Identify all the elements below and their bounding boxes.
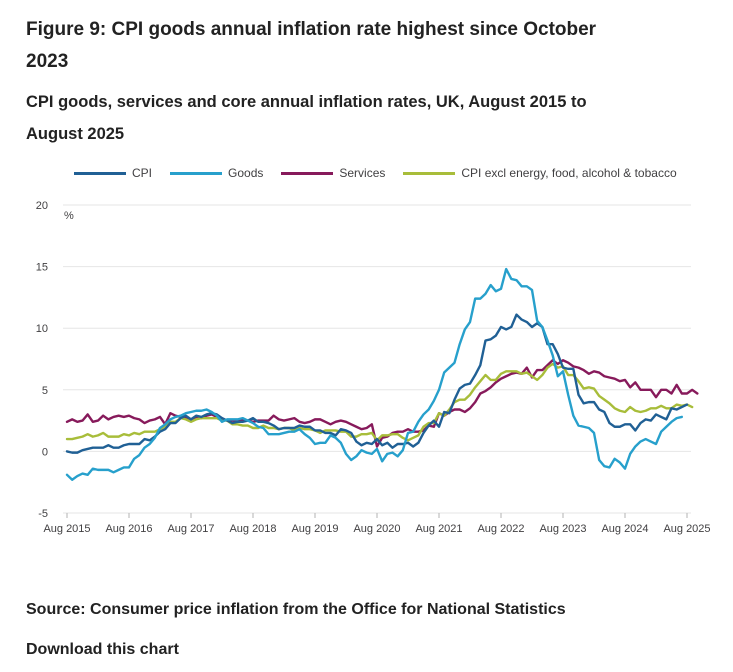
y-axis: -5 0 5 10 15 20% <box>36 200 74 520</box>
chart-legend: CPI Goods Services CPI excl energy, food, a… <box>74 164 695 182</box>
legend-label: CPI excl energy, food, alcohol & tobacco <box>461 166 677 180</box>
y-tick-label: 15 <box>36 262 48 274</box>
series-line-cpi <box>65 313 689 454</box>
series-line-services <box>65 359 699 448</box>
download-chart-link[interactable]: Download this chart <box>26 641 179 658</box>
x-tick-label: Aug 2016 <box>105 523 152 535</box>
y-axis-unit-label: % <box>64 210 74 222</box>
legend-item: CPI excl energy, food, alcohol & tobacco <box>403 166 677 180</box>
legend-item: Goods <box>170 166 263 180</box>
legend-label: Services <box>339 166 386 180</box>
x-tick-label: Aug 2025 <box>663 523 710 535</box>
legend-swatch <box>403 171 456 175</box>
legend-label: CPI <box>132 166 153 180</box>
legend-item: Services <box>281 166 385 180</box>
chart-subtitle: CPI goods, services and core annual infl… <box>26 93 587 143</box>
y-tick-label: 20 <box>36 200 48 212</box>
legend-swatch <box>170 171 223 175</box>
x-tick-label: Aug 2022 <box>477 523 524 535</box>
x-tick-label: Aug 2018 <box>229 523 276 535</box>
legend-swatch <box>74 171 126 175</box>
chart-series <box>65 267 699 481</box>
x-tick-label: Aug 2019 <box>291 523 338 535</box>
page-title: Figure 9: CPI goods annual inflation rat… <box>26 19 597 72</box>
x-axis: Aug 2015 Aug 2016 Aug 2017 Aug 2018 Aug 2019… <box>43 513 711 535</box>
y-tick-label: -5 <box>38 508 48 520</box>
legend-item: CPI <box>74 166 152 180</box>
x-tick-label: Aug 2017 <box>167 523 214 535</box>
series-line-cpi-excl-energy-food-alcohol-tobacco <box>65 362 694 442</box>
chart-gridlines <box>63 204 691 514</box>
y-tick-label: 5 <box>42 385 48 397</box>
x-tick-label: Aug 2020 <box>353 523 400 535</box>
x-tick-label: Aug 2023 <box>539 523 586 535</box>
legend-swatch <box>281 171 334 175</box>
series-line-goods <box>65 267 684 481</box>
y-tick-label: 0 <box>42 446 48 458</box>
y-tick-label: 10 <box>36 323 48 335</box>
x-tick-label: Aug 2015 <box>43 523 90 535</box>
x-tick-label: Aug 2024 <box>601 523 648 535</box>
x-tick-label: Aug 2021 <box>415 523 462 535</box>
source-note: Source: Consumer price inflation from th… <box>26 601 566 618</box>
legend-label: Goods <box>228 166 264 180</box>
